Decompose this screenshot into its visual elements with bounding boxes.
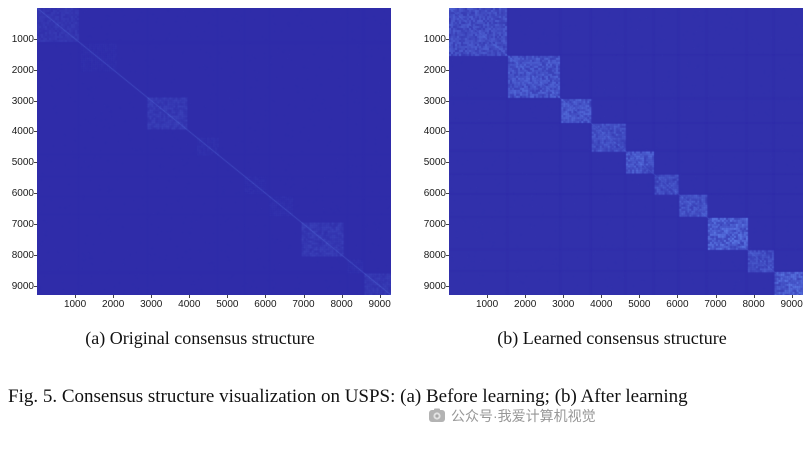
x-tick-label: 2000 bbox=[102, 299, 125, 310]
x-tick-mark bbox=[563, 295, 565, 298]
x-tick-mark bbox=[303, 295, 305, 298]
y-tick-mark bbox=[446, 193, 449, 195]
x-tick-mark bbox=[487, 295, 489, 298]
x-tick-label: 4000 bbox=[178, 299, 201, 310]
y-tick-mark bbox=[34, 162, 37, 164]
y-tick-label: 5000 bbox=[11, 157, 34, 169]
y-tick-label: 3000 bbox=[11, 95, 34, 107]
x-tick-mark bbox=[151, 295, 153, 298]
x-tick-label: 5000 bbox=[628, 299, 651, 310]
panel-caption-b: (b) Learned consensus structure bbox=[497, 328, 727, 348]
heatmap-canvas-a bbox=[37, 8, 391, 295]
heatmap-plot-a: 1000 2000 3000 4000 5000 6000 7000 8000 9000 1000… bbox=[4, 0, 396, 314]
x-tick-label: 9000 bbox=[780, 299, 803, 310]
x-tick-mark bbox=[189, 295, 191, 298]
y-tick-mark bbox=[34, 100, 37, 102]
y-tick-label: 6000 bbox=[11, 188, 34, 200]
x-tick-mark bbox=[791, 295, 793, 298]
y-tick-label: 9000 bbox=[423, 280, 446, 292]
y-tick-mark bbox=[446, 100, 449, 102]
x-tick-label: 8000 bbox=[330, 299, 353, 310]
y-tick-mark bbox=[34, 69, 37, 71]
x-tick-mark bbox=[639, 295, 641, 298]
y-tick-label: 2000 bbox=[11, 64, 34, 76]
x-tick-label: 3000 bbox=[552, 299, 575, 310]
x-tick-mark bbox=[113, 295, 115, 298]
y-tick-label: 8000 bbox=[423, 249, 446, 261]
y-tick-mark bbox=[446, 224, 449, 226]
x-tick-mark bbox=[227, 295, 229, 298]
x-tick-label: 8000 bbox=[742, 299, 765, 310]
heatmap-plot-b: 1000 2000 3000 4000 5000 6000 7000 8000 9000 1000… bbox=[416, 0, 808, 314]
x-tick-mark bbox=[75, 295, 77, 298]
y-tick-mark bbox=[446, 254, 449, 256]
x-tick-label: 6000 bbox=[254, 299, 277, 310]
x-tick-label: 9000 bbox=[368, 299, 391, 310]
y-tick-mark bbox=[446, 69, 449, 71]
figure-caption: Fig. 5. Consensus structure visualizatio… bbox=[8, 386, 688, 407]
x-tick-label: 7000 bbox=[704, 299, 727, 310]
x-tick-mark bbox=[525, 295, 527, 298]
x-tick-mark bbox=[753, 295, 755, 298]
y-tick-label: 2000 bbox=[423, 64, 446, 76]
y-tick-label: 6000 bbox=[423, 188, 446, 200]
y-tick-mark bbox=[446, 162, 449, 164]
y-tick-label: 9000 bbox=[11, 280, 34, 292]
x-tick-label: 3000 bbox=[140, 299, 163, 310]
y-tick-label: 7000 bbox=[11, 219, 34, 231]
y-tick-label: 8000 bbox=[11, 249, 34, 261]
x-tick-mark bbox=[265, 295, 267, 298]
x-tick-label: 5000 bbox=[216, 299, 239, 310]
y-tick-mark bbox=[34, 38, 37, 40]
x-tick-label: 1000 bbox=[475, 299, 499, 310]
y-tick-mark bbox=[34, 285, 37, 287]
y-tick-label: 5000 bbox=[423, 157, 446, 169]
x-tick-label: 7000 bbox=[292, 299, 315, 310]
y-tick-label: 7000 bbox=[423, 219, 446, 231]
y-tick-mark bbox=[446, 285, 449, 287]
panel-learned-consensus: 1000 2000 3000 4000 5000 6000 7000 8000 9000 1000… bbox=[416, 0, 808, 349]
x-tick-mark bbox=[379, 295, 381, 298]
y-tick-label: 1000 bbox=[11, 33, 34, 45]
heatmap-canvas-b bbox=[449, 8, 803, 295]
y-tick-label: 1000 bbox=[423, 33, 446, 45]
panel-original-consensus: 1000 2000 3000 4000 5000 6000 7000 8000 9000 1000… bbox=[4, 0, 396, 349]
x-tick-mark bbox=[601, 295, 603, 298]
y-tick-mark bbox=[446, 38, 449, 40]
y-tick-mark bbox=[34, 254, 37, 256]
y-tick-label: 4000 bbox=[11, 126, 34, 138]
panel-caption-a: (a) Original consensus structure bbox=[85, 328, 315, 348]
y-tick-mark bbox=[446, 131, 449, 133]
y-tick-mark bbox=[34, 131, 37, 133]
x-tick-mark bbox=[715, 295, 717, 298]
x-tick-mark bbox=[341, 295, 343, 298]
x-tick-label: 4000 bbox=[590, 299, 613, 310]
x-tick-mark bbox=[677, 295, 679, 298]
y-tick-label: 4000 bbox=[423, 126, 446, 138]
y-tick-mark bbox=[34, 224, 37, 226]
x-tick-label: 1000 bbox=[63, 299, 87, 310]
y-tick-mark bbox=[34, 193, 37, 195]
x-tick-label: 6000 bbox=[666, 299, 689, 310]
x-tick-label: 2000 bbox=[514, 299, 537, 310]
y-tick-label: 3000 bbox=[423, 95, 446, 107]
